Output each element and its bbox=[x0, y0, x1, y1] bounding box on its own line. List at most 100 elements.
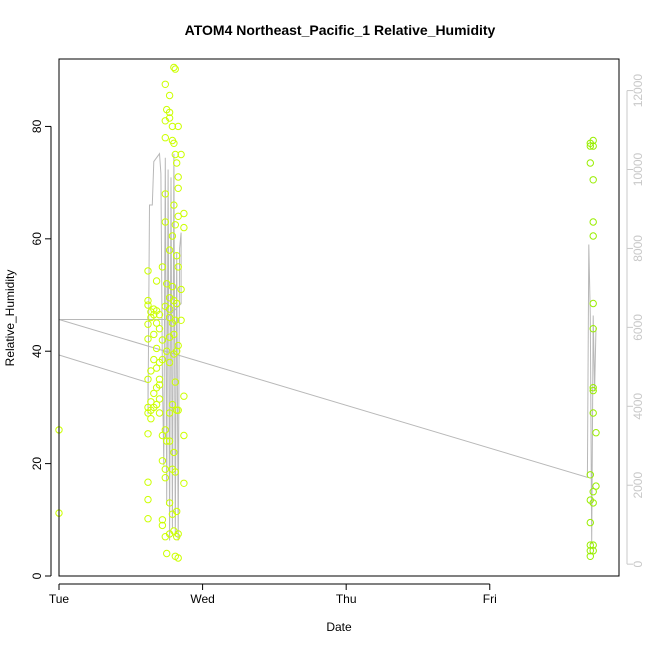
x-tick-label: Tue bbox=[49, 592, 70, 606]
data-point bbox=[174, 406, 182, 414]
plot-frame bbox=[58, 58, 620, 577]
data-point bbox=[165, 358, 174, 367]
y-axis-left: 0 20 40 60 80 bbox=[30, 119, 52, 579]
y-tick-label-left: 40 bbox=[30, 344, 44, 358]
data-point bbox=[589, 142, 597, 150]
data-point bbox=[155, 325, 164, 333]
data-point bbox=[586, 518, 594, 527]
data-point bbox=[168, 122, 177, 131]
data-point bbox=[592, 429, 600, 437]
data-point bbox=[147, 367, 155, 375]
data-point bbox=[170, 448, 178, 457]
data-point bbox=[170, 201, 178, 209]
data-point bbox=[165, 91, 174, 100]
data-point bbox=[144, 335, 152, 343]
data-point bbox=[165, 305, 174, 313]
data-point bbox=[177, 285, 185, 294]
data-point bbox=[180, 479, 188, 487]
data-point bbox=[586, 142, 594, 150]
y-axis-right: 0 2000 4000 6000 8000 10000 12000 bbox=[626, 74, 645, 568]
data-point bbox=[174, 184, 182, 193]
data-point bbox=[173, 159, 181, 167]
y-tick-label-right: 8000 bbox=[631, 235, 645, 262]
data-point bbox=[152, 319, 161, 327]
data-point bbox=[174, 341, 182, 350]
data-point bbox=[150, 389, 158, 398]
y-tick-label-left: 60 bbox=[30, 232, 44, 246]
data-point bbox=[158, 355, 167, 364]
data-point bbox=[165, 499, 174, 507]
data-point bbox=[158, 521, 167, 530]
data-point bbox=[589, 386, 597, 395]
data-point bbox=[165, 437, 174, 445]
data-point bbox=[173, 507, 181, 516]
data-point bbox=[168, 400, 177, 409]
series-line bbox=[58, 152, 597, 545]
data-point bbox=[158, 263, 167, 271]
data-point bbox=[152, 277, 161, 285]
data-point bbox=[144, 267, 152, 275]
data-point bbox=[152, 344, 161, 353]
data-point bbox=[171, 65, 180, 73]
data-point bbox=[174, 263, 182, 271]
data-point bbox=[165, 108, 174, 117]
data-point bbox=[586, 159, 594, 167]
data-point bbox=[174, 212, 182, 221]
data-point bbox=[163, 280, 171, 288]
data-point bbox=[163, 347, 171, 355]
y-tick-label-left: 80 bbox=[30, 119, 44, 133]
data-point bbox=[144, 301, 152, 309]
y-tick-label-right: 10000 bbox=[631, 152, 645, 186]
data-point bbox=[165, 409, 174, 417]
data-point bbox=[168, 232, 177, 240]
data-point bbox=[147, 398, 155, 406]
data-point bbox=[174, 554, 182, 562]
data-point bbox=[144, 495, 152, 504]
data-point bbox=[150, 330, 158, 339]
data-point bbox=[589, 384, 597, 392]
data-point bbox=[155, 381, 164, 389]
data-point bbox=[144, 296, 152, 305]
data-point bbox=[165, 246, 174, 254]
data-point bbox=[163, 437, 171, 445]
data-point bbox=[170, 139, 178, 148]
data-point bbox=[589, 409, 597, 417]
data-point bbox=[147, 415, 155, 423]
data-point bbox=[589, 176, 597, 184]
data-point bbox=[586, 547, 594, 555]
y-tick-label-left: 20 bbox=[30, 457, 44, 471]
data-point bbox=[168, 282, 177, 291]
data-point bbox=[177, 150, 185, 159]
data-point bbox=[180, 392, 188, 400]
data-point bbox=[161, 218, 170, 226]
data-point bbox=[174, 122, 182, 131]
data-point bbox=[158, 457, 167, 465]
data-point bbox=[144, 320, 152, 328]
data-point bbox=[180, 209, 188, 218]
data-point bbox=[586, 541, 594, 549]
data-point bbox=[589, 541, 597, 549]
data-point bbox=[174, 173, 182, 181]
data-point bbox=[180, 431, 188, 440]
y-tick-label-right: 6000 bbox=[631, 314, 645, 341]
data-point bbox=[171, 468, 180, 476]
point-series bbox=[55, 63, 600, 562]
data-point bbox=[155, 395, 164, 403]
data-point bbox=[158, 431, 167, 440]
data-point bbox=[589, 299, 597, 308]
x-tick-label: Wed bbox=[190, 592, 214, 606]
data-point bbox=[165, 114, 174, 122]
data-point bbox=[155, 409, 164, 417]
y-tick-label-right: 4000 bbox=[631, 393, 645, 420]
data-point bbox=[592, 482, 600, 490]
data-point bbox=[589, 547, 597, 555]
data-point bbox=[177, 316, 185, 324]
data-point bbox=[171, 316, 180, 324]
line-series bbox=[58, 152, 597, 545]
data-point bbox=[163, 549, 171, 558]
chart-title: ATOM4 Northeast_Pacific_1 Relative_Humid… bbox=[185, 22, 496, 38]
x-tick-label: Fri bbox=[483, 592, 497, 606]
data-point bbox=[158, 516, 167, 524]
data-point bbox=[171, 378, 180, 386]
